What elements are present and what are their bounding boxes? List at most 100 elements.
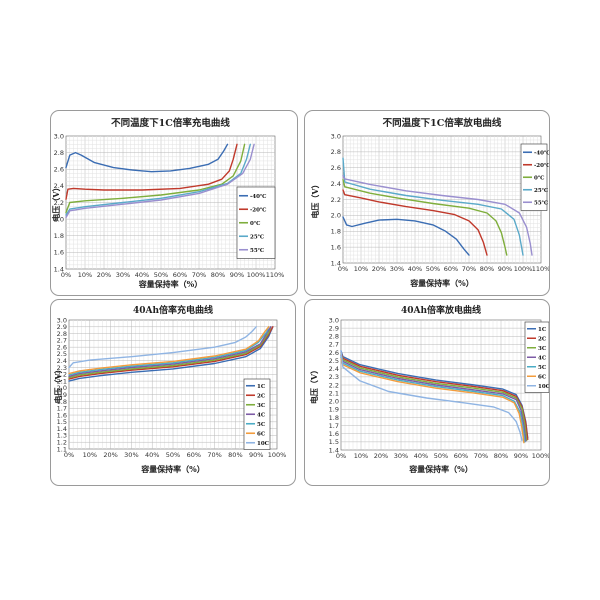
- y-axis-label: 电压（V）: [51, 183, 61, 221]
- series-line: [65, 143, 251, 216]
- y-tick-label: 2.6: [329, 349, 339, 357]
- y-tick-label: 2.6: [54, 166, 64, 174]
- x-tick-label: 20%: [372, 265, 386, 273]
- y-tick-label: 1.7: [57, 405, 67, 413]
- y-tick-label: 2.1: [329, 389, 339, 397]
- x-tick-label: 20%: [103, 451, 117, 459]
- legend-label: -20℃: [534, 162, 550, 169]
- y-tick-label: 1.4: [331, 259, 341, 267]
- x-axis-label: 容量保持率（%）: [138, 279, 203, 289]
- x-tick-label: 50%: [154, 271, 168, 279]
- x-tick-label: 0%: [338, 265, 348, 273]
- series-line: [342, 175, 533, 256]
- y-tick-label: 3.0: [54, 132, 64, 140]
- y-tick-label: 1.8: [331, 228, 341, 236]
- x-axis-label: 容量保持率（%）: [140, 464, 205, 474]
- x-tick-label: 100%: [514, 265, 533, 273]
- y-tick-label: 1.5: [329, 438, 339, 446]
- x-tick-label: 80%: [211, 271, 225, 279]
- y-tick-label: 1.8: [54, 232, 64, 240]
- series-line: [65, 143, 238, 200]
- chart-panel-rate-charge: 0% 10% 20% 30% 40% 50% 60% 70% 80% 90% 100% 1.1 1.2 1…: [50, 299, 296, 486]
- x-tick-label: 70%: [474, 452, 488, 460]
- chart-rate-charge: 0% 10% 20% 30% 40% 50% 60% 70% 80% 90% 100%1.11.21…: [53, 304, 287, 474]
- chart-title: 不同温度下1C倍率放电曲线: [383, 117, 502, 129]
- series-line: [340, 350, 523, 441]
- legend-label: 5C: [257, 422, 266, 428]
- y-tick-label: 1.6: [329, 430, 339, 438]
- series-line: [68, 326, 270, 375]
- y-tick-label: 1.9: [329, 406, 339, 414]
- x-tick-label: 60%: [454, 452, 468, 460]
- series-line: [68, 326, 274, 382]
- chart-title: 40Ah倍率放电曲线: [401, 304, 481, 316]
- x-tick-label: 110%: [266, 271, 285, 279]
- chart-rate-discharge: 0% 10% 20% 30% 40% 50% 60% 70% 80% 90% 100%1.41.51…: [309, 304, 550, 474]
- x-tick-label: 10%: [354, 452, 368, 460]
- legend-label: -20℃: [250, 206, 267, 213]
- x-tick-label: 0%: [61, 271, 71, 279]
- y-tick-label: 1.6: [57, 411, 67, 419]
- x-axis-label: 容量保持率（%）: [409, 278, 474, 288]
- y-tick-label: 2.7: [57, 337, 67, 345]
- chart-panel-discharge-temperature: 0% 10% 20% 30% 40% 50% 60% 70% 80% 90% 100% 110% 1.4…: [304, 110, 550, 296]
- y-tick-label: 3.0: [331, 132, 341, 140]
- y-axis-label: 电压（V）: [309, 366, 319, 404]
- y-tick-label: 2.7: [329, 341, 339, 349]
- series-line: [68, 326, 274, 380]
- series-line: [65, 143, 246, 214]
- y-tick-label: 1.8: [329, 414, 339, 422]
- y-tick-label: 2.4: [331, 180, 341, 188]
- x-tick-label: 70%: [462, 265, 476, 273]
- y-tick-label: 2.0: [331, 212, 341, 220]
- y-tick-label: 1.2: [57, 439, 67, 447]
- series-line: [68, 326, 272, 379]
- x-tick-label: 100%: [532, 452, 550, 460]
- legend-label: 6C: [538, 374, 547, 380]
- x-tick-label: 70%: [192, 271, 206, 279]
- y-tick-label: 2.0: [57, 384, 67, 392]
- y-tick-label: 2.0: [54, 215, 64, 223]
- y-tick-label: 2.5: [329, 357, 339, 365]
- chart-title: 40Ah倍率充电曲线: [133, 304, 213, 316]
- x-tick-label: 0%: [64, 451, 74, 459]
- y-tick-label: 1.4: [54, 265, 64, 273]
- x-tick-label: 40%: [408, 265, 422, 273]
- y-tick-label: 2.2: [329, 381, 339, 389]
- x-tick-label: 30%: [116, 271, 130, 279]
- x-tick-label: 100%: [247, 271, 266, 279]
- y-tick-label: 1.8: [57, 398, 67, 406]
- series-line: [342, 157, 524, 256]
- y-tick-label: 1.6: [331, 243, 341, 251]
- y-tick-label: 2.2: [54, 199, 64, 207]
- y-tick-label: 2.8: [57, 330, 67, 338]
- legend-label: 6C: [257, 431, 266, 437]
- y-tick-label: 2.4: [57, 357, 67, 365]
- series-line: [340, 353, 528, 441]
- y-tick-label: 1.6: [54, 249, 64, 257]
- chart-discharge-temperature: 0% 10% 20% 30% 40% 50% 60% 70% 80% 90% 100% 110% 1.4…: [310, 117, 550, 288]
- legend-label: 55℃: [534, 199, 549, 206]
- x-tick-label: 100%: [268, 451, 287, 459]
- legend-label: -40℃: [534, 149, 550, 156]
- y-tick-label: 2.6: [331, 164, 341, 172]
- x-tick-label: 50%: [426, 265, 440, 273]
- x-tick-label: 90%: [230, 271, 244, 279]
- legend-label: 4C: [257, 412, 266, 418]
- x-tick-label: 20%: [374, 452, 388, 460]
- y-tick-label: 2.8: [329, 333, 339, 341]
- x-tick-label: 90%: [249, 451, 263, 459]
- series-line: [68, 326, 270, 376]
- legend-label: 3C: [538, 346, 547, 352]
- legend-label: 25℃: [534, 187, 549, 194]
- legend-label: 0℃: [250, 220, 261, 227]
- series-line: [342, 216, 470, 256]
- legend-label: 5C: [538, 365, 547, 371]
- x-tick-label: 10%: [78, 271, 92, 279]
- x-tick-label: 90%: [514, 452, 528, 460]
- x-tick-label: 30%: [394, 452, 408, 460]
- series-line: [340, 358, 525, 444]
- series-line: [65, 143, 255, 219]
- y-tick-label: 1.4: [329, 446, 339, 454]
- y-tick-label: 2.8: [331, 148, 341, 156]
